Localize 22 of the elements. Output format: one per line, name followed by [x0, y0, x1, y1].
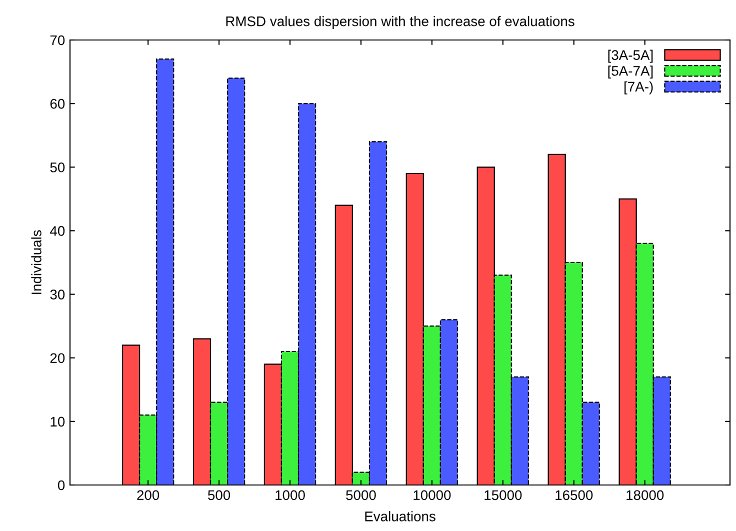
x-tick-label: 16500 — [556, 490, 593, 500]
chart-title: RMSD values dispersion with the increase of evaluations — [226, 16, 574, 29]
x-tick-label: 500 — [208, 490, 230, 500]
y-tick-label: 10 — [50, 416, 65, 427]
x-tick-label: 5000 — [346, 490, 376, 500]
x-tick-label: 1000 — [276, 490, 305, 500]
y-tick-label: 40 — [50, 226, 65, 236]
x-tick-label: 15000 — [484, 490, 522, 500]
y-tick-label: 60 — [50, 98, 65, 109]
legend-label: [3A-5A] — [608, 50, 653, 63]
x-tick-label: 10000 — [414, 490, 451, 500]
y-tick-label: 50 — [50, 162, 65, 172]
x-tick-label: 200 — [137, 490, 160, 500]
y-tick-label: 70 — [50, 35, 65, 46]
y-tick-label: 20 — [50, 353, 65, 364]
x-tick-label: 18000 — [626, 490, 664, 500]
y-axis-title: Individuals — [31, 230, 42, 294]
y-tick-label: 0 — [58, 480, 65, 490]
legend-label: [7A-) — [624, 81, 653, 94]
x-axis-title: Evaluations — [365, 511, 436, 522]
y-tick-label: 30 — [50, 290, 65, 300]
legend-label: [5A-7A] — [608, 66, 653, 79]
